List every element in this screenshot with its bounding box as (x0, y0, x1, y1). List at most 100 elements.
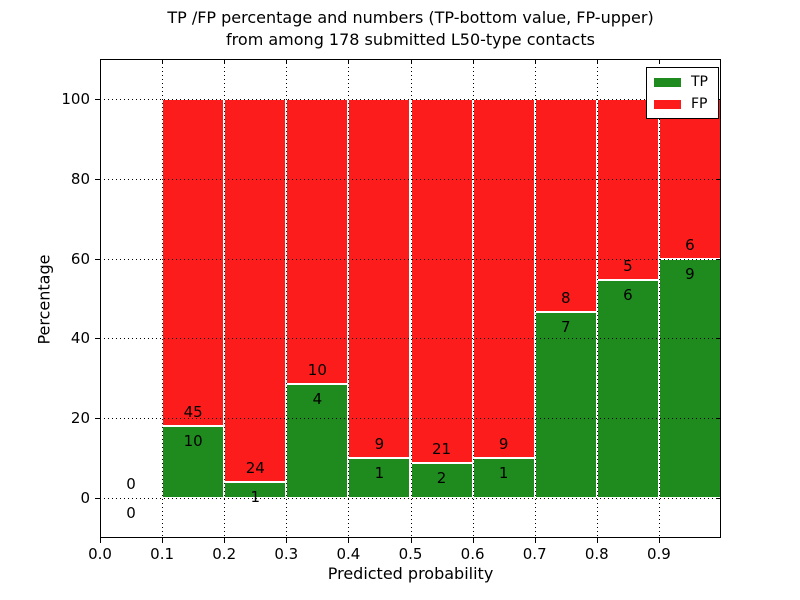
x-tick (534, 538, 536, 543)
gridline-vertical (348, 59, 350, 538)
bar-segment-fp (348, 98, 411, 459)
x-tick-label: 0.6 (460, 545, 485, 563)
gridline-vertical (596, 59, 598, 538)
fp-color-swatch (654, 99, 681, 109)
legend-label-fp: FP (691, 96, 708, 112)
tp-count-label: 2 (436, 469, 447, 488)
x-tick-top (224, 60, 226, 64)
x-tick-label: 0.8 (584, 545, 609, 563)
gridline-vertical (224, 59, 226, 538)
fp-count-label: 9 (498, 435, 509, 454)
x-tick-top (162, 60, 164, 64)
tp-count-label: 1 (498, 464, 509, 483)
tp-count-label: 9 (685, 264, 695, 283)
legend-label-tp: TP (691, 74, 708, 90)
bar-segment-fp (472, 98, 535, 459)
x-tick-top (472, 60, 474, 64)
tp-count-label: 1 (250, 488, 260, 507)
x-tick (348, 538, 350, 543)
y-tick-right (716, 498, 720, 500)
x-tick-label: 0.9 (646, 545, 671, 563)
x-tick-label: 0.1 (150, 545, 175, 563)
fp-count-label: 6 (685, 235, 695, 254)
fp-count-label: 45 (183, 402, 203, 421)
gridline-vertical (162, 59, 164, 538)
x-tick-top (534, 60, 536, 64)
fp-count-label: 5 (623, 257, 633, 276)
bar-segment-fp (224, 98, 287, 483)
y-tick-right (716, 258, 720, 260)
y-tick (95, 338, 100, 340)
x-tick (286, 538, 288, 543)
bar-segment-tp (162, 425, 225, 499)
x-tick-label: 0.0 (88, 545, 112, 563)
y-tick (95, 498, 100, 500)
tp-count-label: 10 (183, 431, 203, 450)
y-tick-right (716, 178, 720, 180)
x-axis-label: Predicted probability (327, 564, 494, 583)
fp-count-label: 9 (374, 435, 385, 454)
y-tick-label: 80 (70, 169, 90, 188)
y-tick (95, 98, 100, 100)
bar-segment-fp (534, 98, 597, 312)
tp-count-label: 1 (374, 464, 385, 483)
fp-count-label: 24 (245, 459, 265, 478)
chart-title-line2: from among 178 submitted L50-type contac… (226, 30, 595, 49)
chart-title: TP /FP percentage and numbers (TP-bottom… (100, 7, 721, 51)
gridline-vertical (472, 59, 474, 538)
x-tick-top (658, 60, 660, 64)
gridline-vertical (658, 59, 660, 538)
x-tick (410, 538, 412, 543)
tp-count-label: 6 (623, 286, 633, 305)
bar-segment-tp (658, 258, 721, 499)
x-tick-label: 0.4 (336, 545, 361, 563)
y-tick-right (716, 338, 720, 340)
tp-count-label: 0 (126, 504, 136, 523)
x-tick (100, 538, 101, 543)
y-tick-label: 20 (70, 409, 90, 428)
fp-count-label: 10 (307, 361, 327, 380)
gridline-vertical (286, 59, 288, 538)
x-tick-label: 0.5 (398, 545, 423, 563)
gridline-vertical (410, 59, 412, 538)
tp-count-label: 4 (312, 390, 323, 409)
bar-segment-tp (286, 384, 349, 499)
legend-entry-fp: FP (654, 97, 708, 111)
y-tick-label: 100 (61, 89, 90, 108)
y-tick (95, 418, 100, 420)
fp-count-label: 8 (560, 288, 571, 307)
x-tick-label: 0.2 (212, 545, 237, 563)
y-axis-label: Percentage (34, 254, 54, 345)
x-tick-label: 0.3 (274, 545, 299, 563)
x-tick (658, 538, 660, 543)
y-tick-right (716, 418, 720, 420)
tp-count-label: 7 (560, 317, 571, 336)
y-tick (95, 258, 100, 260)
fp-count-label: 21 (432, 440, 452, 459)
x-tick-top (596, 60, 598, 64)
bar-segment-fp (286, 98, 349, 385)
x-tick-top (100, 60, 101, 64)
chart-title-line1: TP /FP percentage and numbers (TP-bottom… (167, 8, 654, 27)
bar-segment-fp (162, 98, 225, 426)
y-tick-label: 60 (70, 249, 90, 268)
y-tick-label: 40 (70, 329, 90, 348)
x-tick (596, 538, 598, 543)
x-tick-top (286, 60, 288, 64)
legend-entry-tp: TP (654, 75, 708, 89)
x-tick-top (348, 60, 350, 64)
gridline-vertical (534, 59, 536, 538)
x-tick-top (410, 60, 412, 64)
bar-segment-fp (596, 98, 659, 281)
bar-segment-fp (410, 98, 473, 464)
bar-segment-tp (596, 280, 659, 499)
x-tick (472, 538, 474, 543)
x-tick (162, 538, 164, 543)
fp-count-label: 0 (126, 475, 136, 494)
legend: TP FP (646, 67, 719, 119)
x-tick-label: 0.7 (522, 545, 547, 563)
y-tick (95, 178, 100, 180)
bar-segment-tp (534, 311, 597, 499)
x-tick (224, 538, 226, 543)
